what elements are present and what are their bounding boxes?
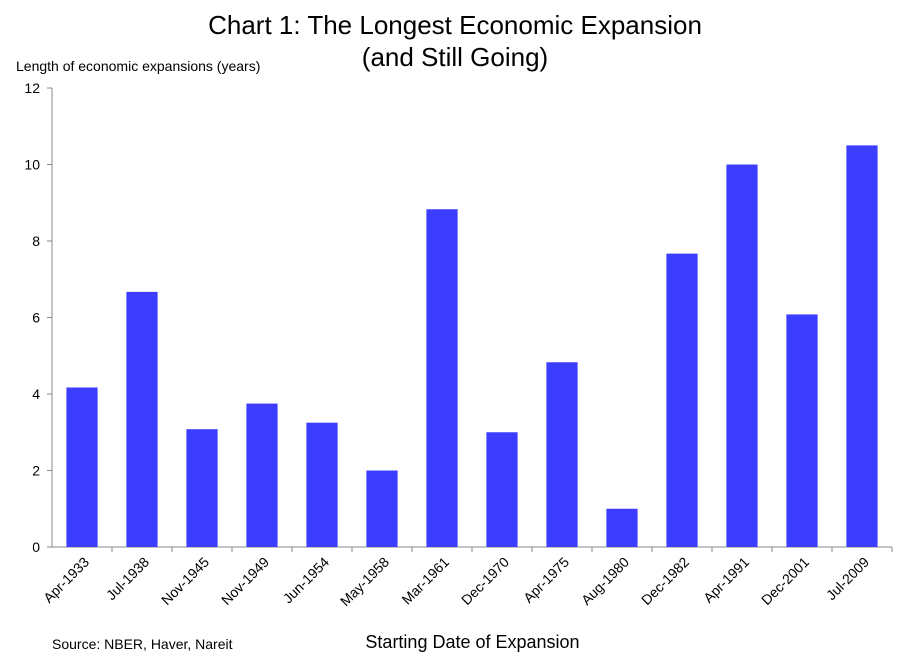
bar-nov-1949 [246, 403, 278, 547]
y-tick-label: 2 [32, 463, 40, 479]
bar-aug-1980 [606, 508, 638, 547]
x-axis-label: Starting Date of Expansion [365, 632, 580, 652]
x-tick-label: Mar-1961 [398, 554, 452, 608]
y-tick-label: 6 [32, 310, 40, 326]
x-tick-label: Apr-1975 [520, 554, 572, 606]
bar-apr-1991 [726, 164, 758, 547]
x-tick-label: Aug-1980 [578, 554, 632, 608]
y-tick-label: 4 [32, 386, 40, 402]
x-tick-label: May-1958 [337, 554, 392, 609]
chart-subtitle: (and Still Going) [361, 42, 549, 72]
x-tick-label: Dec-1982 [638, 554, 692, 608]
source-note: Source: NBER, Haver, Nareit [52, 636, 233, 652]
y-axis-label: Length of economic expansions (years) [16, 58, 261, 74]
bar-dec-2001 [786, 314, 818, 547]
y-tick-label: 10 [24, 157, 40, 173]
x-tick-label: Jun-1954 [280, 554, 333, 607]
bar-dec-1970 [486, 432, 518, 547]
bar-apr-1975 [546, 362, 578, 547]
x-tick-label: Dec-2001 [758, 554, 812, 608]
x-tick-label: Nov-1949 [218, 554, 272, 608]
x-tick-label: Jul-2009 [823, 554, 872, 603]
y-tick-label: 0 [32, 539, 40, 555]
x-tick-label: Jul-1938 [103, 554, 152, 603]
chart-title: Chart 1: The Longest Economic Expansion [208, 10, 702, 40]
x-tick-label: Dec-1970 [458, 554, 512, 608]
bar-jul-1938 [126, 291, 158, 547]
bar-jun-1954 [306, 422, 338, 547]
x-tick-label: Apr-1933 [40, 554, 92, 606]
bar-jul-2009 [846, 145, 878, 547]
x-tick-label: Nov-1945 [158, 554, 212, 608]
y-tick-label: 8 [32, 233, 40, 249]
bar-nov-1945 [186, 429, 218, 547]
bar-may-1958 [366, 470, 398, 547]
bar-dec-1982 [666, 253, 698, 547]
y-tick-label: 12 [24, 80, 40, 96]
x-tick-label: Apr-1991 [700, 554, 752, 606]
bar-mar-1961 [426, 209, 458, 547]
bar-apr-1933 [66, 387, 98, 547]
